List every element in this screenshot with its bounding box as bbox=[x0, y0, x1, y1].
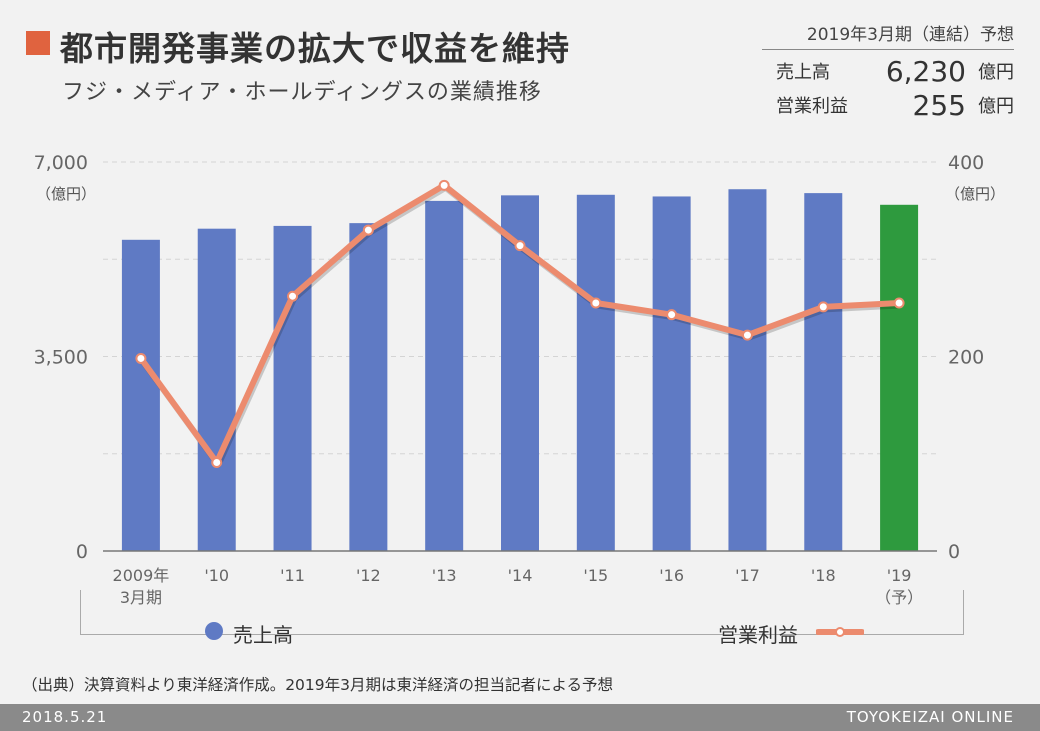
source-note: （出典）決算資料より東洋経済作成。2019年3月期は東洋経済の担当記者による予想 bbox=[22, 676, 614, 694]
y-left-tick-label: 0 bbox=[76, 541, 88, 563]
x-tick-label: '13 bbox=[432, 566, 457, 585]
chart-subtitle: フジ・メディア・ホールディングスの業績推移 bbox=[62, 80, 542, 105]
chart-title: 都市開発事業の拡大で収益を維持 bbox=[60, 29, 570, 68]
bar-sales bbox=[576, 194, 615, 551]
footer-bar: 2018.5.21 TOYOKEIZAI ONLINE bbox=[0, 704, 1040, 731]
y-left-unit: （億円） bbox=[36, 185, 96, 203]
y-left-tick-label: 3,500 bbox=[34, 347, 88, 369]
forecast-profit-row: 営業利益 255 億円 bbox=[762, 88, 1014, 122]
line-point bbox=[211, 457, 223, 469]
line-point bbox=[362, 224, 374, 236]
x-tick-label: '16 bbox=[659, 566, 684, 585]
line-point bbox=[287, 290, 299, 302]
x-tick-label: （予） bbox=[875, 588, 923, 607]
forecast-sales-unit: 億円 bbox=[978, 62, 1014, 83]
x-tick-label: '11 bbox=[280, 566, 305, 585]
bar-sales-forecast bbox=[880, 204, 919, 552]
line-point bbox=[135, 352, 147, 364]
x-tick-label: 3月期 bbox=[120, 588, 162, 607]
line-point bbox=[666, 309, 678, 321]
x-tick-label: '19 bbox=[887, 566, 912, 585]
bar-sales bbox=[273, 225, 312, 551]
bar-sales bbox=[652, 196, 691, 551]
line-point bbox=[590, 297, 602, 309]
line-point bbox=[514, 240, 526, 252]
x-tick-label: '18 bbox=[811, 566, 836, 585]
x-tick-label: '14 bbox=[508, 566, 533, 585]
bar-sales bbox=[804, 193, 843, 551]
forecast-profit-unit: 億円 bbox=[978, 96, 1014, 117]
bar-sales bbox=[121, 239, 160, 552]
forecast-profit-value: 255 bbox=[912, 89, 966, 122]
line-point bbox=[741, 329, 753, 341]
y-right-tick-label: 400 bbox=[948, 152, 984, 174]
footer-brand: TOYOKEIZAI ONLINE bbox=[846, 708, 1014, 726]
bar-sales bbox=[728, 189, 767, 552]
legend-frame bbox=[80, 590, 964, 635]
footer-date: 2018.5.21 bbox=[22, 708, 108, 726]
line-point bbox=[817, 301, 829, 313]
x-tick-label: '17 bbox=[735, 566, 760, 585]
x-tick-label: '10 bbox=[204, 566, 229, 585]
forecast-profit-label: 営業利益 bbox=[776, 96, 848, 117]
combo-chart: 0 3,500 7,000 （億円） 0 200 400 （億円） 2009年 3月期 '10 '11… bbox=[34, 152, 1005, 607]
forecast-sales-label: 売上高 bbox=[776, 62, 830, 83]
line-point bbox=[438, 179, 450, 191]
bar-sales bbox=[425, 200, 464, 551]
title-marker bbox=[26, 31, 50, 55]
x-tick-label: '15 bbox=[583, 566, 608, 585]
bar-sales bbox=[349, 223, 388, 551]
x-tick-label: '12 bbox=[356, 566, 381, 585]
legend-line-swatch bbox=[816, 627, 864, 637]
legend-bar-swatch bbox=[205, 622, 223, 640]
y-right-tick-label: 0 bbox=[948, 541, 960, 563]
forecast-sales-value: 6,230 bbox=[885, 55, 966, 88]
forecast-sales-row: 売上高 6,230 億円 bbox=[762, 54, 1014, 88]
legend-bar-label: 売上高 bbox=[233, 623, 293, 647]
x-tick-label: 2009年 bbox=[113, 566, 170, 585]
y-left-tick-label: 7,000 bbox=[34, 152, 88, 174]
y-right-unit: （億円） bbox=[945, 185, 1005, 203]
legend-line-label: 営業利益 bbox=[718, 623, 798, 647]
line-point bbox=[893, 297, 905, 309]
bar-sales bbox=[197, 228, 236, 551]
y-right-tick-label: 200 bbox=[948, 347, 984, 369]
forecast-period: 2019年3月期（連結）予想 bbox=[762, 20, 1014, 50]
